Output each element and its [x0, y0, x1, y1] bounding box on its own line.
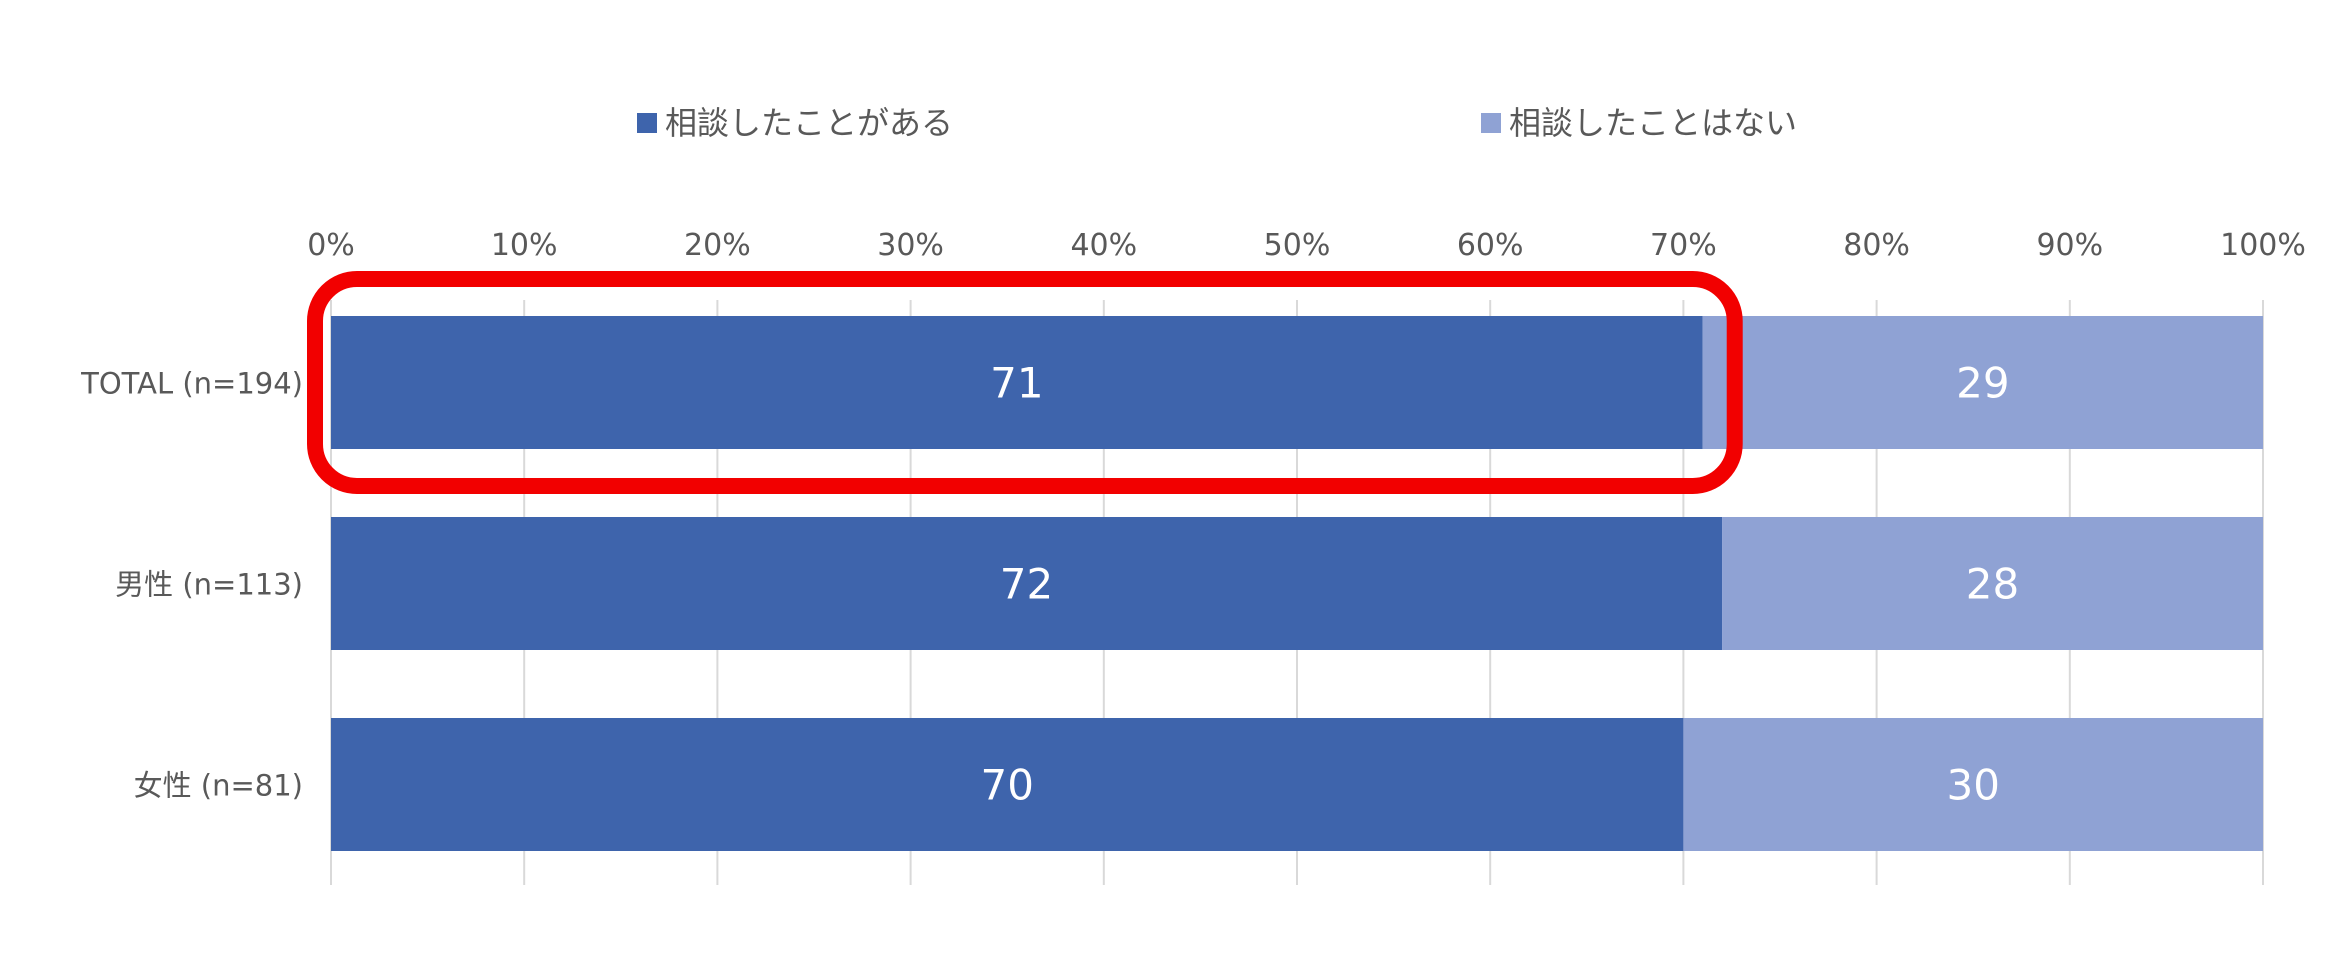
x-tick-label: 80% — [1843, 228, 1910, 263]
x-tick-label: 50% — [1264, 228, 1331, 263]
bar-segment — [1683, 718, 2263, 851]
bar-segment — [1722, 517, 2263, 650]
x-tick-label: 60% — [1457, 228, 1524, 263]
category-label: 男性 (n=113) — [115, 568, 303, 602]
highlight-frame — [307, 271, 1743, 494]
data-label: 30 — [1946, 761, 1999, 810]
x-tick-label: 90% — [2036, 228, 2103, 263]
bar-segment — [331, 316, 1703, 449]
x-tick-label: 0% — [307, 228, 355, 263]
legend-label: 相談したことはない — [1509, 104, 1797, 142]
x-tick-label: 20% — [684, 228, 751, 263]
bar-segment — [331, 517, 1723, 650]
category-label: 女性 (n=81) — [134, 769, 303, 803]
data-label: 28 — [1966, 560, 2019, 609]
data-label: 29 — [1956, 359, 2009, 408]
x-tick-label: 70% — [1650, 228, 1717, 263]
data-label: 71 — [990, 359, 1043, 408]
legend-label: 相談したことがある — [665, 104, 953, 142]
category-label: TOTAL (n=194) — [80, 367, 303, 401]
x-tick-label: 30% — [877, 228, 944, 263]
x-tick-label: 10% — [491, 228, 558, 263]
x-tick-label: 100% — [2220, 228, 2306, 263]
bar-segment — [331, 718, 1684, 851]
bar-segment — [1702, 316, 2263, 449]
legend-swatch — [1481, 113, 1501, 133]
legend-swatch — [637, 113, 657, 133]
x-tick-label: 40% — [1070, 228, 1137, 263]
data-label: 72 — [1000, 560, 1053, 609]
data-label: 70 — [980, 761, 1033, 810]
